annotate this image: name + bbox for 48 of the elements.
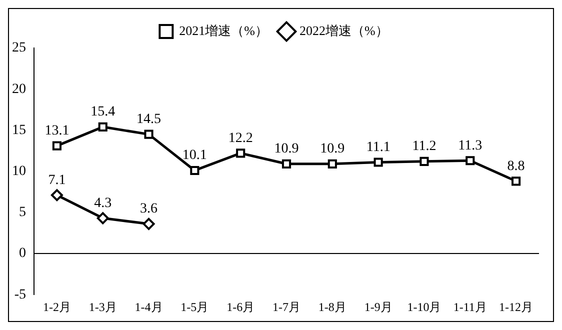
x-tick-label: 1-6月 <box>226 300 255 314</box>
x-tick-label: 1-5月 <box>180 300 209 314</box>
point <box>190 166 200 176</box>
data-label: 10.1 <box>182 148 207 164</box>
y-tick-label: 5 <box>19 205 26 220</box>
data-label: 11.2 <box>412 139 436 154</box>
x-tick-label: 1-10月 <box>407 300 442 314</box>
point <box>282 159 292 168</box>
x-tick-label: 1-7月 <box>272 300 300 314</box>
point <box>374 158 383 167</box>
point <box>144 130 154 139</box>
x-tick-label: 1-4月 <box>134 300 163 314</box>
x-tick-label: 1-3月 <box>88 300 117 314</box>
data-label: 4.3 <box>94 196 112 211</box>
point <box>420 156 429 166</box>
data-label: 15.4 <box>90 104 116 120</box>
data-label: 11.3 <box>458 138 482 154</box>
point <box>142 218 155 230</box>
x-tick-label: 1-9月 <box>364 300 392 314</box>
data-label: 10.9 <box>274 142 299 157</box>
legend-label: 2022增速（%） <box>300 22 388 38</box>
x-tick-label: 1-8月 <box>318 300 346 314</box>
point <box>50 189 63 202</box>
y-tick-label: 15 <box>12 122 26 138</box>
point <box>466 156 475 166</box>
data-label: 10.9 <box>320 142 345 157</box>
data-label: 14.5 <box>136 112 162 127</box>
legend-label: 2021增速（%） <box>179 22 268 38</box>
point <box>96 212 109 224</box>
point <box>52 141 62 150</box>
data-label: 3.6 <box>140 202 158 217</box>
data-label: 13.1 <box>44 123 70 138</box>
y-tick-label: 10 <box>12 164 26 179</box>
x-tick-label: 1-12月 <box>499 300 534 314</box>
point <box>328 159 337 168</box>
y-tick-label: 0 <box>19 246 26 262</box>
y-tick-label: 20 <box>12 82 26 97</box>
x-tick-label: 1-2月 <box>42 300 71 314</box>
point <box>236 148 246 158</box>
point <box>98 122 108 132</box>
data-label: 12.2 <box>228 130 253 146</box>
data-label: 7.1 <box>48 172 66 188</box>
y-tick-label: -5 <box>14 287 26 302</box>
data-label: 8.8 <box>507 158 525 174</box>
data-label: 11.1 <box>366 140 390 155</box>
point <box>512 176 521 186</box>
x-tick-label: 1-11月 <box>453 300 487 314</box>
y-tick-label: 25 <box>12 40 26 56</box>
